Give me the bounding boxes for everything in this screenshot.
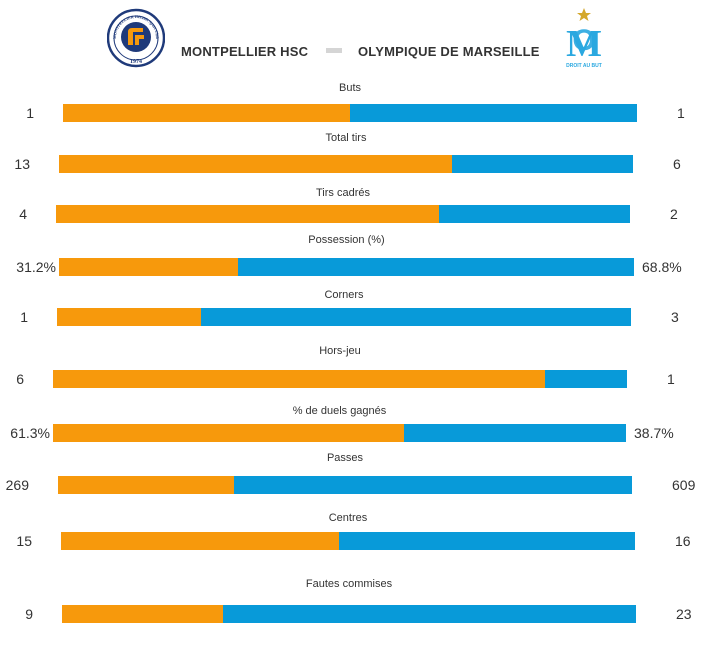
stat-label: Possession (%) <box>308 234 385 246</box>
home-value: 269 <box>5 477 29 493</box>
stat-label: Centres <box>328 512 368 524</box>
away-bar-segment <box>438 205 630 223</box>
home-bar-segment <box>62 605 224 623</box>
away-bar-segment <box>338 532 635 550</box>
away-team-name: OLYMPIQUE DE MARSEILLE <box>358 44 540 59</box>
home-bar-segment <box>63 104 350 122</box>
home-value: 1 <box>26 105 34 121</box>
home-bar-segment <box>59 155 452 173</box>
home-value: 4 <box>19 206 27 222</box>
stat-bar <box>57 308 631 326</box>
svg-text:DROIT AU BUT: DROIT AU BUT <box>566 63 602 69</box>
marseille-crest-icon: M O DROIT AU BUT <box>566 8 602 69</box>
match-header: MONTPELLIER Hérault Sport Club 1974 MONT… <box>0 0 704 80</box>
svg-text:O: O <box>572 24 595 57</box>
stat-bar <box>63 104 637 122</box>
home-value: 9 <box>25 606 33 622</box>
home-bar-segment <box>58 476 234 494</box>
away-value: 68.8% <box>642 259 682 275</box>
home-bar-segment <box>53 424 405 442</box>
stat-label: Hors-jeu <box>319 345 361 357</box>
stat-bar <box>53 370 627 388</box>
stat-bar <box>59 258 634 276</box>
stat-label: % de duels gagnés <box>292 405 387 417</box>
home-value: 6 <box>16 371 24 387</box>
stat-label: Tirs cadrés <box>316 187 370 199</box>
away-bar-segment <box>200 308 631 326</box>
svg-text:M: M <box>566 23 602 65</box>
away-bar-segment <box>233 476 632 494</box>
home-value: 1 <box>20 309 28 325</box>
away-value: 1 <box>677 105 685 121</box>
home-bar-segment <box>59 258 239 276</box>
away-value: 16 <box>675 533 691 549</box>
home-value: 61.3% <box>10 425 50 441</box>
away-bar-segment <box>451 155 633 173</box>
away-value: 6 <box>673 156 681 172</box>
away-value: 3 <box>671 309 679 325</box>
team-separator <box>326 48 342 53</box>
stat-label: Corners <box>324 289 364 301</box>
away-value: 1 <box>667 371 675 387</box>
home-value: 15 <box>16 533 32 549</box>
home-bar-segment <box>53 370 545 388</box>
stat-bar <box>62 605 636 623</box>
home-bar-segment <box>57 308 201 326</box>
away-value: 609 <box>672 477 696 493</box>
stat-label: Fautes commises <box>305 578 393 590</box>
home-bar-segment <box>61 532 339 550</box>
stat-label: Total tirs <box>325 132 367 144</box>
stat-bar <box>53 424 626 442</box>
montpellier-crest-icon: MONTPELLIER Hérault Sport Club 1974 <box>107 8 165 68</box>
stat-bar <box>58 476 632 494</box>
away-value: 2 <box>670 206 678 222</box>
away-bar-segment <box>238 258 634 276</box>
away-bar-segment <box>545 370 627 388</box>
away-value: 23 <box>676 606 692 622</box>
stat-label: Passes <box>326 452 364 464</box>
svg-text:1974: 1974 <box>130 59 142 65</box>
stat-bar <box>61 532 635 550</box>
away-bar-segment <box>350 104 637 122</box>
away-value: 38.7% <box>634 425 674 441</box>
stat-bar <box>59 155 633 173</box>
away-bar-segment <box>223 605 636 623</box>
away-bar-segment <box>404 424 626 442</box>
home-team-name: MONTPELLIER HSC <box>181 44 309 59</box>
home-bar-segment <box>56 205 439 223</box>
stat-label: Buts <box>338 82 362 94</box>
home-value: 13 <box>14 156 30 172</box>
home-value: 31.2% <box>16 259 56 275</box>
stat-bar <box>56 205 630 223</box>
